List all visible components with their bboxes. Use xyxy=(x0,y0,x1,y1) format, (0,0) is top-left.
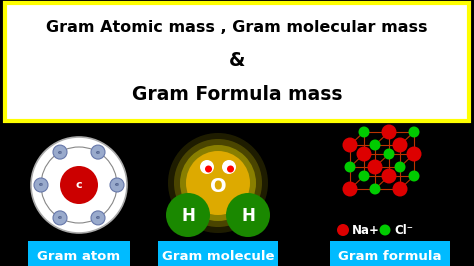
Circle shape xyxy=(337,224,349,236)
Circle shape xyxy=(382,124,396,139)
Text: Gram Atomic mass , Gram molecular mass: Gram Atomic mass , Gram molecular mass xyxy=(46,20,428,35)
Text: H: H xyxy=(241,207,255,225)
FancyBboxPatch shape xyxy=(28,241,130,266)
Text: Gram formula: Gram formula xyxy=(338,250,442,263)
Circle shape xyxy=(356,147,372,161)
Text: Gram Formula mass: Gram Formula mass xyxy=(132,85,342,105)
Text: e: e xyxy=(96,149,100,155)
Circle shape xyxy=(205,165,212,172)
Circle shape xyxy=(53,211,67,225)
Circle shape xyxy=(53,145,67,159)
Circle shape xyxy=(222,160,236,174)
Circle shape xyxy=(226,193,270,237)
Text: e: e xyxy=(115,182,119,188)
Circle shape xyxy=(370,139,381,151)
Text: H: H xyxy=(181,207,195,225)
Circle shape xyxy=(358,127,370,138)
Circle shape xyxy=(91,211,105,225)
Circle shape xyxy=(382,168,396,184)
Circle shape xyxy=(392,138,408,152)
Circle shape xyxy=(383,148,394,160)
Circle shape xyxy=(60,166,98,204)
Circle shape xyxy=(343,138,357,152)
Circle shape xyxy=(31,137,127,233)
Circle shape xyxy=(343,181,357,197)
Circle shape xyxy=(345,161,356,172)
Circle shape xyxy=(380,225,391,235)
Circle shape xyxy=(186,151,250,215)
Text: Na+: Na+ xyxy=(352,223,380,236)
Text: O: O xyxy=(210,177,226,196)
Text: e: e xyxy=(58,215,62,221)
FancyBboxPatch shape xyxy=(158,241,278,266)
Circle shape xyxy=(367,160,383,174)
Circle shape xyxy=(394,161,405,172)
Text: c: c xyxy=(76,180,82,190)
Circle shape xyxy=(34,178,48,192)
Circle shape xyxy=(409,127,419,138)
FancyBboxPatch shape xyxy=(330,241,450,266)
Text: &: & xyxy=(229,51,245,69)
Circle shape xyxy=(200,160,214,174)
Text: e: e xyxy=(39,182,43,188)
Circle shape xyxy=(168,133,268,233)
Circle shape xyxy=(227,165,234,172)
Circle shape xyxy=(174,139,262,227)
Text: e: e xyxy=(96,215,100,221)
Circle shape xyxy=(91,145,105,159)
Circle shape xyxy=(358,171,370,181)
Text: Gram atom: Gram atom xyxy=(37,250,120,263)
Circle shape xyxy=(370,184,381,194)
Circle shape xyxy=(180,145,256,221)
Circle shape xyxy=(392,181,408,197)
Text: e: e xyxy=(58,149,62,155)
Circle shape xyxy=(166,193,210,237)
Circle shape xyxy=(409,171,419,181)
Circle shape xyxy=(407,147,421,161)
FancyBboxPatch shape xyxy=(5,3,469,121)
Text: Gram molecule: Gram molecule xyxy=(162,250,274,263)
Text: Cl⁻: Cl⁻ xyxy=(394,223,413,236)
Circle shape xyxy=(110,178,124,192)
